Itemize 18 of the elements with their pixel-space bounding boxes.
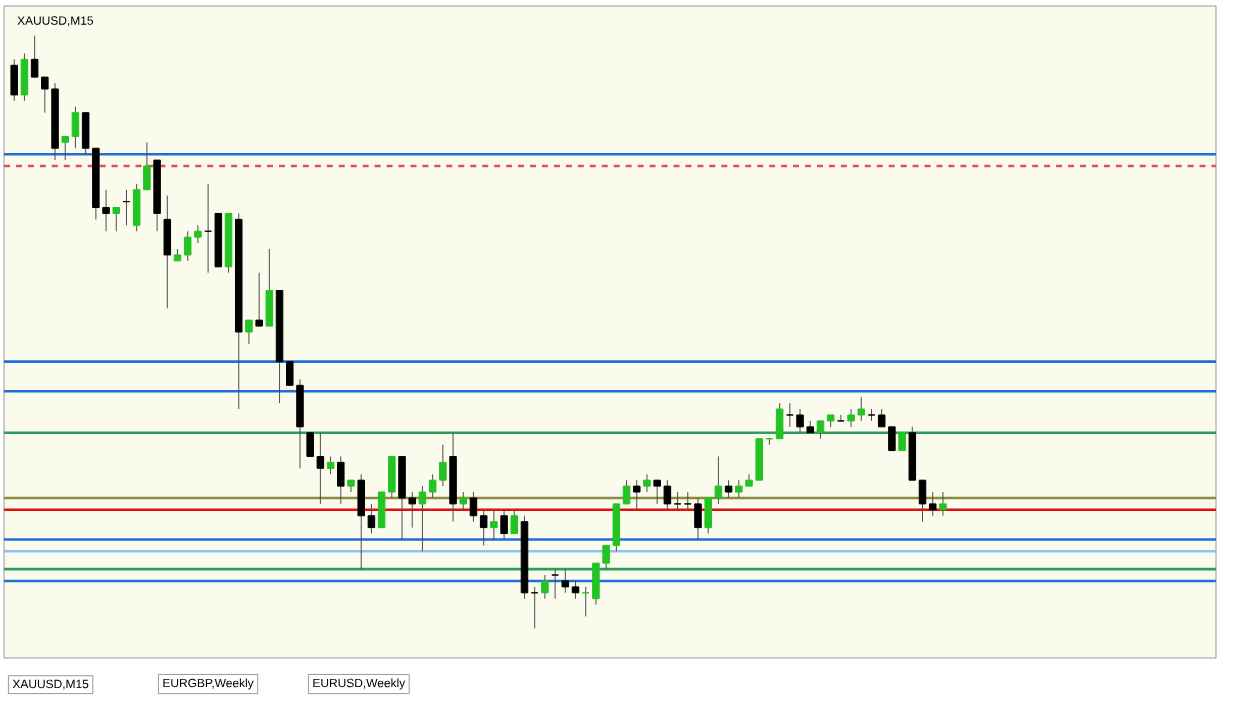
candlestick [510,509,519,535]
candlestick [265,248,274,327]
candlestick [490,509,498,540]
candlestick [245,319,253,345]
candlestick [500,509,508,540]
candlestick [20,52,29,102]
candlestick [939,491,947,517]
candlestick [10,58,18,102]
candlestick [449,432,457,523]
candlestick [632,479,641,511]
candlestick [643,473,651,493]
candlestick [551,568,559,600]
candlestick [337,455,345,505]
candlestick [255,272,263,327]
candlestick [112,207,121,232]
candlestick [837,414,845,422]
candlestick [541,574,549,600]
candlestick [163,195,172,309]
